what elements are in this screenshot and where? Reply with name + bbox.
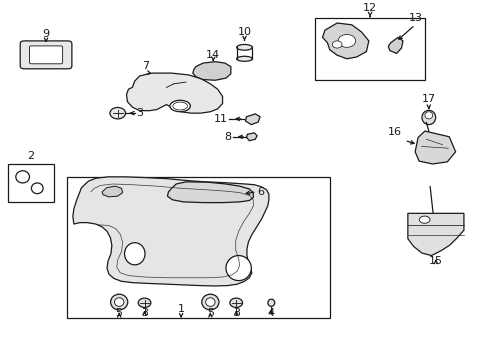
Bar (8, 164, 54, 202)
Text: 2: 2 (27, 151, 35, 161)
Bar (315, 18, 424, 80)
Ellipse shape (202, 294, 219, 310)
Polygon shape (245, 114, 260, 125)
Polygon shape (322, 23, 368, 59)
Polygon shape (246, 133, 257, 141)
Text: 8: 8 (224, 132, 231, 142)
Text: 1: 1 (177, 304, 184, 314)
Circle shape (331, 41, 341, 48)
Text: 11: 11 (213, 114, 227, 124)
Text: 13: 13 (407, 13, 422, 23)
Polygon shape (73, 177, 268, 286)
Ellipse shape (205, 298, 215, 306)
FancyBboxPatch shape (20, 41, 72, 69)
Text: 14: 14 (206, 50, 220, 59)
Text: 5: 5 (116, 308, 122, 318)
Text: 12: 12 (362, 3, 376, 13)
Text: 4: 4 (267, 308, 274, 318)
Text: 17: 17 (421, 94, 435, 104)
Ellipse shape (124, 243, 145, 265)
Circle shape (337, 35, 355, 47)
Ellipse shape (225, 256, 251, 280)
Ellipse shape (418, 216, 429, 223)
Ellipse shape (236, 56, 252, 61)
Ellipse shape (169, 100, 190, 112)
Bar (66, 177, 329, 318)
Ellipse shape (110, 294, 127, 310)
Text: 5: 5 (206, 308, 213, 318)
Circle shape (110, 107, 125, 119)
Polygon shape (414, 131, 455, 164)
Circle shape (138, 298, 151, 307)
Ellipse shape (172, 102, 187, 110)
Text: 15: 15 (428, 256, 442, 266)
Ellipse shape (236, 45, 252, 50)
Ellipse shape (114, 298, 123, 306)
Text: 3: 3 (232, 308, 239, 318)
Text: 3: 3 (136, 108, 143, 118)
Text: 7: 7 (142, 61, 149, 71)
Text: 9: 9 (42, 30, 49, 40)
Polygon shape (192, 62, 230, 80)
Text: 10: 10 (237, 27, 251, 37)
FancyBboxPatch shape (29, 46, 62, 64)
Polygon shape (167, 182, 253, 203)
Ellipse shape (421, 110, 435, 125)
Ellipse shape (267, 299, 274, 306)
Circle shape (229, 298, 242, 307)
Text: 6: 6 (257, 187, 264, 197)
Text: 16: 16 (387, 127, 401, 137)
Polygon shape (407, 213, 463, 256)
Text: 3: 3 (141, 308, 148, 318)
Polygon shape (387, 37, 402, 53)
Ellipse shape (16, 171, 29, 183)
Ellipse shape (31, 183, 43, 194)
Ellipse shape (424, 112, 432, 119)
Polygon shape (126, 73, 222, 113)
Polygon shape (102, 186, 122, 197)
